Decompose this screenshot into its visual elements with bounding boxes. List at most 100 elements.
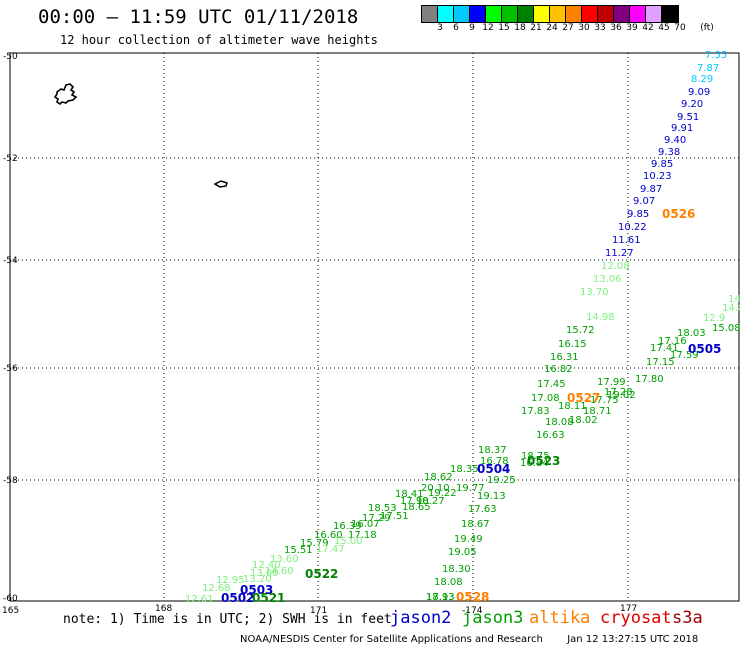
swh-label: 15.08 <box>712 323 740 334</box>
swh-label: 9.85 <box>627 209 649 220</box>
swh-label: 9.85 <box>651 159 673 170</box>
swh-label: 15.79 <box>300 538 329 549</box>
pass-time-label: 0502 <box>221 591 254 605</box>
lon-tick-label: 177 <box>620 604 637 614</box>
colorbar-label: 12 <box>482 23 494 33</box>
colorbar-swatch <box>598 6 614 22</box>
colorbar-label: 15 <box>498 23 510 33</box>
colorbar-swatch <box>438 6 454 22</box>
lon-tick-label: -174 <box>462 606 483 616</box>
swh-label: 18.65 <box>402 502 431 513</box>
pass-time-label: 0527 <box>567 391 600 405</box>
swh-label: 17.28 <box>604 387 633 398</box>
swh-label: 12.61 <box>185 594 214 605</box>
swh-label: 18.08 <box>434 577 463 588</box>
swh-label: 17.59 <box>670 350 699 361</box>
legend-cryosat: cryosat <box>600 608 672 628</box>
swh-label: 18.41 <box>395 489 424 500</box>
swh-label: 18.67 <box>461 519 490 530</box>
swh-label: 16.15 <box>558 339 587 350</box>
footer-timestamp: Jan 12 13:27:15 UTC 2018 <box>567 634 699 645</box>
swh-label: 19.49 <box>454 534 483 545</box>
colorbar-label: 6 <box>453 23 459 33</box>
legend-altika: altika <box>529 608 591 628</box>
colorbar-swatch <box>534 6 550 22</box>
pass-time-label: 0526 <box>662 207 695 221</box>
colorbar-swatch <box>518 6 534 22</box>
swh-label: 10.22 <box>618 222 647 233</box>
lat-tick-label: -54 <box>3 256 18 266</box>
swh-label: 9.87 <box>640 184 662 195</box>
swh-label: 16.60 <box>314 530 343 541</box>
swh-label: 17.80 <box>635 374 664 385</box>
lat-tick-label: -60 <box>3 594 18 604</box>
legend-jason3: jason3 <box>462 608 524 628</box>
swh-label: 17.83 <box>521 406 550 417</box>
colorbar-label: 3 <box>437 23 443 33</box>
swh-label: 17.51 <box>380 511 409 522</box>
swh-label: 16.82 <box>544 364 573 375</box>
swh-label: 17.45 <box>537 379 566 390</box>
swh-label: 9.09 <box>688 87 710 98</box>
swh-label: 17.75 <box>590 395 619 406</box>
footer-agency: NOAA/NESDIS Center for Satellite Applica… <box>240 634 543 645</box>
swh-label: 18.02 <box>569 415 598 426</box>
swh-label: 13.20 <box>243 574 272 585</box>
swh-label: 9.20 <box>681 99 703 110</box>
pass-time-label: 0503 <box>240 583 273 597</box>
swh-label: 13.60 <box>270 554 299 565</box>
swh-label: 7.87 <box>697 63 719 74</box>
colorbar-label: 42 <box>642 23 654 33</box>
swh-label: 18.53 <box>368 503 397 514</box>
map-grid <box>10 53 739 601</box>
colorbar-label: 36 <box>610 23 622 33</box>
swh-label: 18.03 <box>677 328 706 339</box>
swh-label: 18.37 <box>478 445 507 456</box>
colorbar-swatch <box>550 6 566 22</box>
legend-jason2: jason2 <box>390 608 452 628</box>
map-title: 00:00 – 11:59 UTC 01/11/2018 <box>38 6 359 28</box>
swh-label: 13.00 <box>250 568 279 579</box>
colorbar-swatch <box>630 6 646 22</box>
swh-label: 12.9 <box>703 313 725 324</box>
swh-label: 9.07 <box>633 196 655 207</box>
map-frame <box>9 52 740 602</box>
swh-label: 15.51 <box>284 545 313 556</box>
colorbar-label: 39 <box>626 23 638 33</box>
swh-label: 18.35 <box>450 464 479 475</box>
swh-label: 17.63 <box>468 504 497 515</box>
lon-tick-label: 165 <box>2 606 19 616</box>
swh-label: 17.15 <box>646 357 675 368</box>
swh-label: 18.62 <box>424 472 453 483</box>
swh-label: 18.30 <box>442 564 471 575</box>
swh-label: 9.40 <box>664 135 686 146</box>
swh-label: 17.18 <box>348 530 377 541</box>
colorbar-label: 27 <box>562 23 574 33</box>
colorbar-unit: (ft) <box>700 23 714 33</box>
pass-time-label: 0504 <box>477 462 510 476</box>
swh-label: 16.07 <box>351 519 380 530</box>
swh-label: 17.41 <box>650 343 679 354</box>
lat-labels: -50 -52 -54 -56 -58 -60 <box>3 52 18 604</box>
swh-label: 9.51 <box>677 112 699 123</box>
colorbar-label: 24 <box>546 23 558 33</box>
colorbar-label: 45 <box>658 23 670 33</box>
swh-label: 12.40 <box>252 560 281 571</box>
swh-label: 20.10 <box>421 483 450 494</box>
swh-label: 18.71 <box>583 406 612 417</box>
map-subtitle: 12 hour collection of altimeter wave hei… <box>60 33 378 47</box>
swh-label: 17.16 <box>658 336 687 347</box>
colorbar-swatch <box>566 6 582 22</box>
swh-label: 16.39 <box>333 521 362 532</box>
lon-labels: 165 168 171 -174 177 <box>2 604 637 616</box>
swh-label: 14 <box>728 294 740 305</box>
swh-label: 11.61 <box>612 235 641 246</box>
swh-label: 8.29 <box>691 74 713 85</box>
colorbar-label: 30 <box>578 23 590 33</box>
swh-label: 15.00 <box>334 536 363 547</box>
wave-height-colorbar <box>421 5 679 23</box>
pass-time-label: 0523 <box>527 454 560 468</box>
units-note: note: 1) Time is in UTC; 2) SWH is in fe… <box>63 612 392 627</box>
swh-label: 18.11 <box>558 401 587 412</box>
swh-label: 9.38 <box>658 147 680 158</box>
